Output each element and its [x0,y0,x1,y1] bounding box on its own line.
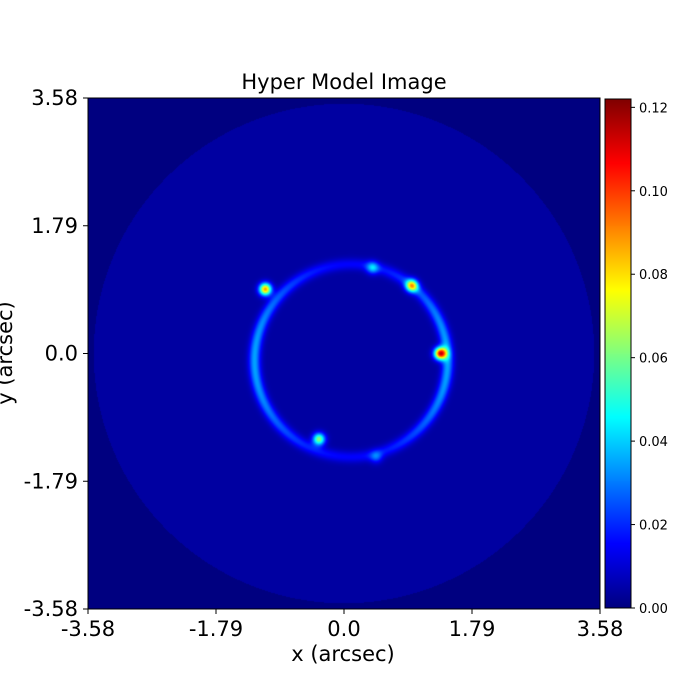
y-tick-label: -3.58 [24,597,78,621]
colorbar-frame [604,98,632,609]
x-tick-label: 3.58 [577,617,624,641]
x-tick-label: -1.79 [189,617,243,641]
x-tick-label: -3.58 [61,617,115,641]
y-tick-label: -1.79 [24,469,78,493]
y-tick-label: 3.58 [31,86,78,110]
x-tick-label: 1.79 [449,617,496,641]
y-axis-label: y (arcsec) [0,301,17,404]
colorbar-tick-label: 0.12 [639,101,668,116]
y-tick-label: 1.79 [31,214,78,238]
x-tick-label: 0.0 [327,617,360,641]
x-axis: -3.58 -1.79 0.0 1.79 3.58 [61,609,624,641]
y-axis: 3.58 1.79 0.0 -1.79 -3.58 [24,86,88,621]
heatmap-plot-area [87,97,601,610]
heatmap-image [88,98,600,609]
colorbar: 0.12 0.10 0.08 0.06 0.04 0.02 0.00 [604,98,668,617]
colorbar-tick-label: 0.00 [639,602,668,617]
y-tick-label: 0.0 [45,342,78,366]
colorbar-ticks: 0.12 0.10 0.08 0.06 0.04 0.02 0.00 [631,101,668,617]
colorbar-tick-label: 0.04 [639,435,668,450]
colorbar-tick-label: 0.02 [639,519,668,534]
colorbar-gradient [605,99,631,608]
colorbar-tick-label: 0.10 [639,185,668,200]
colorbar-tick-label: 0.08 [639,268,668,283]
x-axis-label: x (arcsec) [291,642,394,666]
chart-title: Hyper Model Image [241,70,446,94]
colorbar-tick-label: 0.06 [639,352,668,367]
